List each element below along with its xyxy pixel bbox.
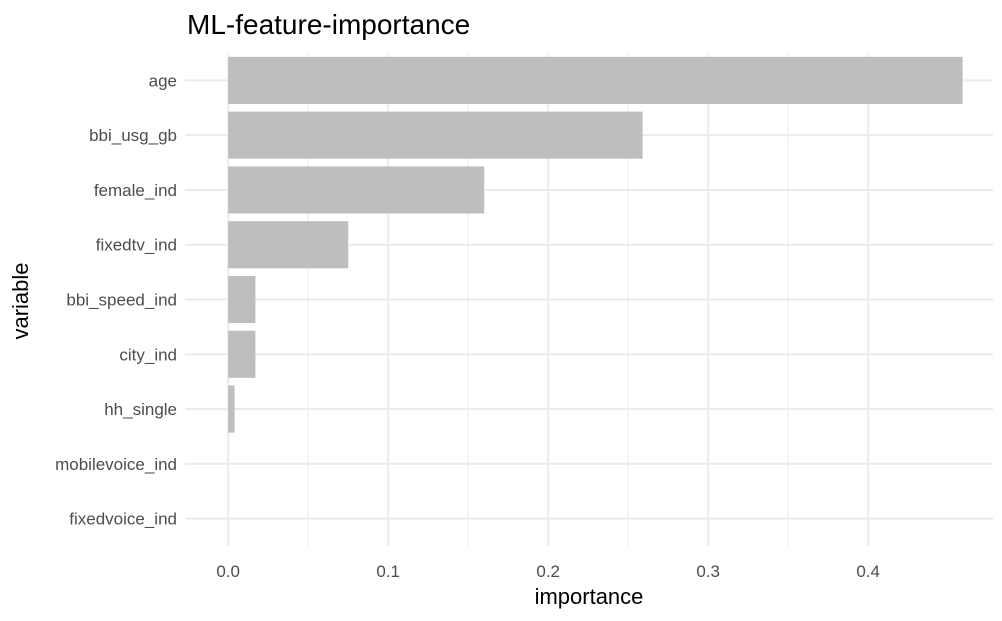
bar-bbi_speed_ind — [228, 275, 256, 324]
bar-fixedtv_ind — [228, 221, 349, 269]
x-tick-label: 0.0 — [216, 562, 240, 581]
y-tick-labels: age bbi_usg_gb female_ind fixedtv_ind bbi_sp… — [55, 71, 177, 528]
x-tick-label: 0.3 — [696, 562, 720, 581]
y-tick-label: hh_single — [104, 400, 177, 419]
x-tick-label: 0.2 — [536, 562, 560, 581]
bar-hh_single — [228, 385, 235, 433]
x-axis-title: importance — [535, 584, 644, 609]
bar-female_ind — [228, 166, 485, 214]
y-tick-label: mobilevoice_ind — [55, 455, 177, 474]
y-tick-label: fixedvoice_ind — [69, 510, 177, 529]
bars-group — [228, 56, 963, 433]
bar-age — [228, 56, 963, 104]
y-tick-label: female_ind — [94, 181, 177, 200]
y-tick-label: age — [149, 71, 177, 90]
y-tick-label: bbi_speed_ind — [66, 291, 177, 310]
bar-bbi_usg_gb — [228, 111, 643, 159]
y-tick-label: city_ind — [119, 345, 177, 364]
y-axis-title: variable — [8, 262, 33, 339]
y-tick-label: fixedtv_ind — [96, 236, 177, 255]
y-tick-label: bbi_usg_gb — [89, 126, 177, 145]
bar-city_ind — [228, 330, 256, 378]
x-tick-labels: 0.0 0.1 0.2 0.3 0.4 — [216, 562, 880, 581]
x-tick-label: 0.1 — [376, 562, 400, 581]
chart-title: ML-feature-importance — [187, 9, 470, 40]
x-tick-label: 0.4 — [856, 562, 880, 581]
